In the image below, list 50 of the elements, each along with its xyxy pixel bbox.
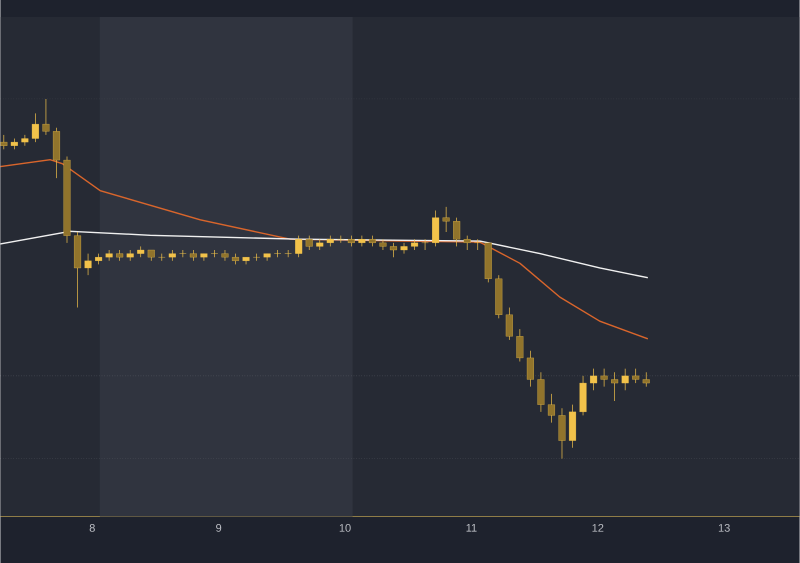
- candlestick: [295, 235, 302, 258]
- candlestick: [548, 393, 555, 423]
- candlestick: [379, 238, 386, 250]
- candlestick: [190, 249, 197, 261]
- x-tick-label: 9: [216, 524, 222, 532]
- candlestick: [526, 350, 534, 387]
- candlestick: [32, 112, 39, 142]
- candlestick: [95, 253, 102, 265]
- candlestick: [210, 249, 218, 258]
- candlestick: [21, 134, 28, 146]
- candlestick: [232, 253, 240, 265]
- candlestick: [84, 253, 92, 276]
- candlestick: [106, 249, 113, 261]
- candlestick: [611, 372, 618, 402]
- candlestick: [116, 249, 124, 261]
- candlestick: [474, 238, 482, 250]
- candlestick: [390, 242, 397, 258]
- candlestick: [137, 246, 144, 258]
- candlestick: [506, 306, 513, 340]
- candlestick: [168, 249, 176, 261]
- candlestick: [422, 238, 429, 250]
- x-tick-label: 12: [592, 524, 604, 532]
- x-tick-label: 8: [90, 524, 95, 532]
- candlestick: [42, 98, 50, 136]
- candlestick: [148, 249, 155, 261]
- candlestick: [516, 328, 524, 362]
- candlestick: [642, 372, 650, 387]
- candlestick: [316, 238, 324, 250]
- candlestick: [590, 368, 598, 390]
- candlestick: [10, 138, 18, 150]
- candlestick: [442, 206, 450, 232]
- candlestick: [400, 242, 408, 254]
- candlestick: [368, 235, 376, 247]
- candlestick: [126, 249, 134, 261]
- candlestick: [411, 238, 418, 250]
- candlestick: [622, 368, 629, 390]
- candlestick: [358, 235, 366, 247]
- x-tick-label: 13: [718, 524, 730, 532]
- candlestick: [464, 235, 471, 250]
- candlestick: [453, 217, 460, 247]
- candlestick: [326, 235, 334, 247]
- candlestick: [600, 368, 608, 387]
- candlestick: [253, 253, 260, 261]
- candlestick: [306, 235, 313, 250]
- candlestick: [348, 235, 355, 247]
- x-tick-label: 11: [466, 524, 477, 532]
- candlestick: [0, 134, 8, 150]
- candlestick: [221, 249, 228, 261]
- x-tick-label: 10: [340, 524, 351, 532]
- candlestick: [632, 368, 640, 384]
